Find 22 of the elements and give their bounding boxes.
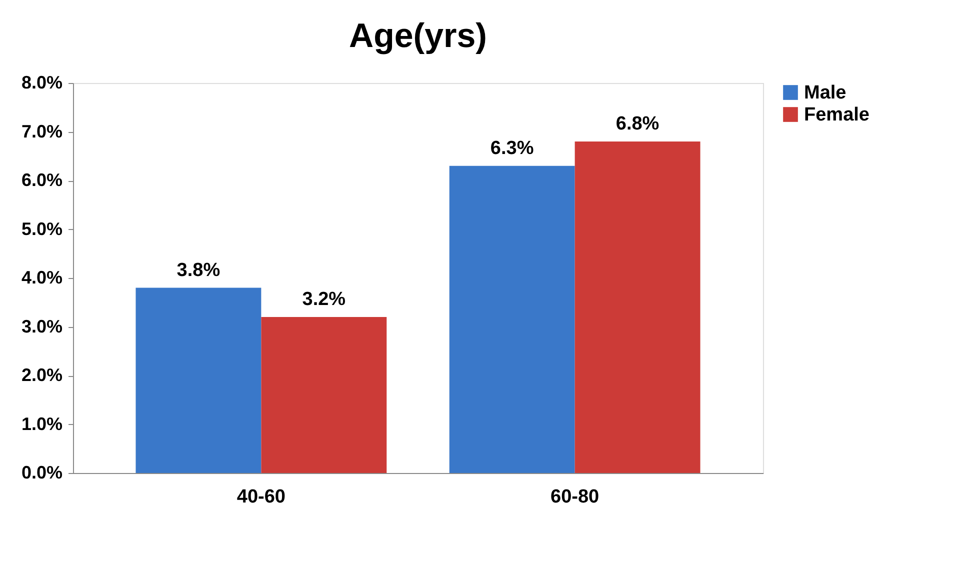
legend-label: Male	[804, 82, 846, 104]
y-tick-label: 6.0%	[21, 170, 62, 190]
legend-label: Female	[804, 104, 870, 126]
x-tick-label: 40-60	[236, 486, 286, 508]
chart-title: Age(yrs)	[349, 17, 487, 55]
y-tick-label: 2.0%	[21, 365, 62, 385]
y-tick-label: 7.0%	[21, 121, 62, 142]
bar	[261, 317, 387, 473]
bar	[136, 288, 262, 473]
y-tick-label: 3.0%	[21, 316, 62, 336]
y-tick-label: 0.0%	[21, 462, 62, 482]
x-tick-label: 60-80	[550, 486, 600, 508]
y-tick-label: 1.0%	[21, 414, 62, 434]
data-label: 6.3%	[490, 138, 534, 159]
data-label: 6.8%	[616, 114, 660, 134]
bar	[449, 166, 575, 473]
y-tick-label: 8.0%	[21, 72, 62, 92]
y-tick-label: 4.0%	[21, 268, 62, 288]
data-label: 3.8%	[176, 260, 220, 281]
data-label: 3.2%	[302, 289, 346, 310]
bar	[574, 142, 700, 473]
y-tick-label: 5.0%	[21, 218, 62, 239]
